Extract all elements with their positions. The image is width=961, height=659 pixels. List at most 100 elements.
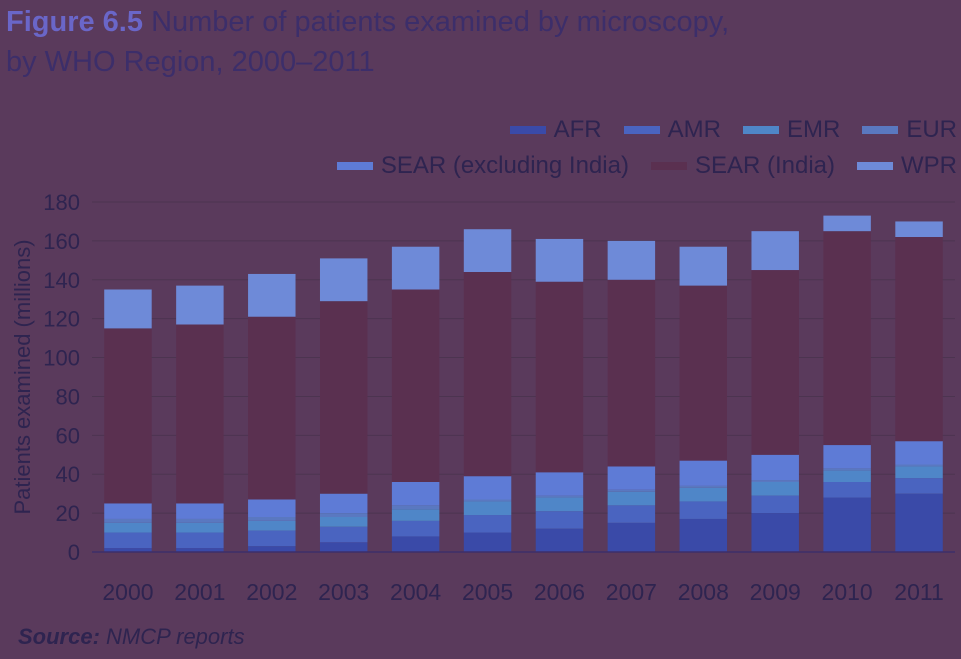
stacked-bar-chart: 0 20 40 60 80 100 120 140 160 180 Patients examine… bbox=[10, 190, 955, 605]
bar-2006-eur bbox=[535, 495, 584, 498]
source-note: Source: NMCP reports bbox=[18, 624, 245, 650]
bar-2002-sear-india bbox=[248, 316, 296, 500]
y-tick-label-40: 40 bbox=[56, 462, 80, 487]
bar-2009-emr bbox=[751, 482, 799, 496]
bar-2006-emr bbox=[535, 497, 584, 512]
legend-swatch-sear-india bbox=[650, 162, 687, 170]
bar-2011-afr bbox=[895, 493, 943, 552]
legend-item-afr: AFR bbox=[509, 116, 602, 144]
bar-2008-amr bbox=[679, 501, 728, 519]
bar-2003-eur bbox=[319, 513, 368, 517]
bar-2007-eur bbox=[607, 489, 656, 492]
legend-item-sear-excluding-india: SEAR (excluding India) bbox=[336, 152, 629, 180]
x-tick-label-2010: 2010 bbox=[822, 579, 873, 605]
x-tick-label-2008: 2008 bbox=[678, 579, 729, 605]
source-text: NMCP reports bbox=[106, 624, 245, 649]
bar-2007-wpr bbox=[607, 240, 656, 280]
bar-2004-amr bbox=[391, 520, 440, 537]
bar-2005-amr bbox=[463, 515, 512, 533]
bar-2002-eur bbox=[248, 517, 296, 521]
bar-2010-eur bbox=[823, 468, 871, 471]
bar-2007-afr bbox=[607, 522, 656, 552]
x-tick-label-2004: 2004 bbox=[390, 579, 441, 605]
bar-2004-wpr bbox=[391, 246, 440, 290]
legend-label-sear-india: SEAR (India) bbox=[694, 152, 835, 179]
bar-2000-emr bbox=[104, 522, 152, 533]
bar-2007-amr bbox=[607, 505, 656, 523]
bar-2004-emr bbox=[391, 509, 440, 521]
bar-2010-afr bbox=[823, 497, 871, 552]
x-tick-label-2009: 2009 bbox=[750, 579, 801, 605]
bar-2007-sear-india bbox=[607, 279, 656, 467]
legend-item-sear-india: SEAR (India) bbox=[650, 152, 835, 180]
x-tick-label-2011: 2011 bbox=[894, 579, 943, 605]
bar-2006-amr bbox=[535, 511, 584, 529]
bar-2008-sear-india bbox=[679, 285, 728, 461]
bar-2003-emr bbox=[319, 517, 368, 527]
y-tick-label-20: 20 bbox=[56, 501, 80, 526]
y-tick-label-60: 60 bbox=[56, 423, 80, 448]
bar-2010-sear-india bbox=[823, 231, 871, 446]
bar-2010-amr bbox=[823, 482, 871, 498]
bar-2008-afr bbox=[679, 518, 728, 552]
legend-swatch-afr bbox=[509, 126, 546, 134]
x-tick-label-2001: 2001 bbox=[174, 579, 225, 605]
bar-2011-eur bbox=[895, 464, 943, 467]
legend-item-eur: EUR bbox=[862, 116, 957, 144]
legend-swatch-sear-excluding-india bbox=[336, 162, 373, 170]
bar-2009-eur bbox=[751, 480, 799, 482]
bar-2000-wpr bbox=[104, 289, 152, 329]
bar-2001-sear-india bbox=[176, 324, 224, 504]
title-line-2: by WHO Region, 2000–2011 bbox=[6, 46, 375, 78]
y-tick-label-80: 80 bbox=[56, 384, 80, 409]
bar-2009-sear-excluding-india bbox=[751, 454, 799, 481]
bar-2008-sear-excluding-india bbox=[679, 460, 728, 486]
x-tick-label-2003: 2003 bbox=[318, 579, 369, 605]
legend-label-emr: EMR bbox=[786, 116, 841, 143]
bar-2004-sear-india bbox=[391, 289, 440, 482]
bar-2005-emr bbox=[463, 501, 512, 516]
bar-2004-sear-excluding-india bbox=[391, 482, 440, 506]
chart-legend: AFR AMR EMR EUR SEAR (excluding India) SEAR … bbox=[317, 112, 957, 184]
bar-2002-sear-excluding-india bbox=[248, 499, 296, 517]
bar-2006-wpr bbox=[535, 238, 584, 282]
bar-2001-afr bbox=[176, 548, 224, 552]
bar-2005-eur bbox=[463, 499, 512, 502]
bar-2010-sear-excluding-india bbox=[823, 445, 871, 469]
y-tick-label-120: 120 bbox=[43, 307, 80, 332]
bar-2003-wpr bbox=[319, 258, 368, 302]
legend-swatch-amr bbox=[623, 126, 660, 134]
bar-2009-wpr bbox=[751, 231, 799, 271]
bar-2002-wpr bbox=[248, 273, 296, 317]
bar-2010-wpr bbox=[823, 215, 871, 232]
bar-2000-sear-excluding-india bbox=[104, 503, 152, 519]
legend-label-wpr: WPR bbox=[901, 152, 957, 179]
bar-2002-emr bbox=[248, 520, 296, 531]
y-tick-label-100: 100 bbox=[43, 346, 80, 371]
bar-2003-sear-excluding-india bbox=[319, 493, 368, 514]
bar-2000-amr bbox=[104, 532, 152, 549]
bar-2009-afr bbox=[751, 513, 799, 552]
bar-2009-sear-india bbox=[751, 270, 799, 455]
bar-2008-wpr bbox=[679, 246, 728, 286]
y-tick-label-160: 160 bbox=[43, 229, 80, 254]
bar-2001-emr bbox=[176, 522, 224, 533]
bar-2000-sear-india bbox=[104, 328, 152, 504]
bar-2001-wpr bbox=[176, 285, 224, 325]
bar-2008-eur bbox=[679, 485, 728, 488]
legend-row-1: AFR AMR EMR EUR bbox=[317, 112, 957, 148]
legend-row-2: SEAR (excluding India) SEAR (India) WPR bbox=[317, 148, 957, 184]
y-tick-label-140: 140 bbox=[43, 268, 80, 293]
title-line-1: Figure 6.5 Number of patients examined b… bbox=[6, 2, 906, 42]
legend-item-amr: AMR bbox=[623, 116, 721, 144]
bar-2003-amr bbox=[319, 526, 368, 543]
x-tick-label-2000: 2000 bbox=[102, 579, 153, 605]
bar-2004-afr bbox=[391, 536, 440, 552]
bar-2001-eur bbox=[176, 518, 224, 523]
title-text-1: Number of patients examined by microscop… bbox=[151, 6, 730, 38]
bar-2011-wpr bbox=[895, 221, 943, 237]
bar-2001-sear-excluding-india bbox=[176, 503, 224, 519]
bar-2001-amr bbox=[176, 532, 224, 549]
bar-2011-sear-excluding-india bbox=[895, 441, 943, 465]
bar-2000-afr bbox=[104, 548, 152, 552]
